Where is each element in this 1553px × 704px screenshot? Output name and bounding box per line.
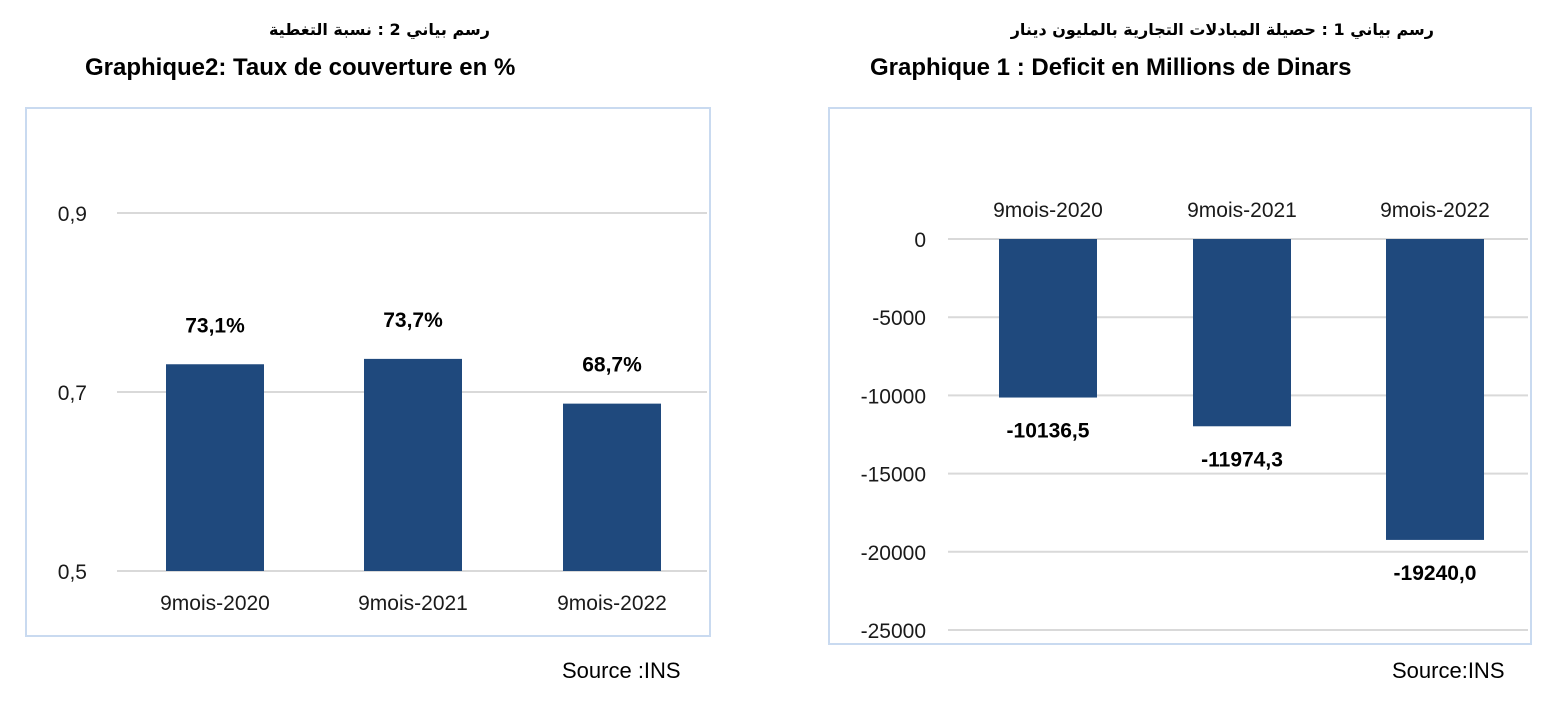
y-tick-label: 0,5 xyxy=(58,561,87,584)
chart-area-coverage: 0,5 0,7 0,9 73,1% 9mois-2020 73,7% 9mois-2021 6… xyxy=(25,107,711,637)
y-tick-label: -15000 xyxy=(861,464,926,487)
data-label: -11974,3 xyxy=(1201,448,1283,471)
bar xyxy=(563,403,661,571)
source-note: Source:INS xyxy=(1392,658,1505,683)
chart-title-arabic: رسم بياني 2 : نسبة التغطية xyxy=(268,20,490,39)
x-tick-label: 9mois-2021 xyxy=(1187,199,1297,222)
chart-area-deficit: 0 -5000 -10000 -15000 -20000 -25000 -10136,5 9m… xyxy=(828,107,1532,645)
y-tick-label: -5000 xyxy=(872,307,926,330)
x-tick-label: 9mois-2020 xyxy=(160,592,270,615)
y-tick-label: -10000 xyxy=(861,385,926,408)
data-label: 73,7% xyxy=(383,309,443,332)
coverage-bar-chart: 0,5 0,7 0,9 73,1% 9mois-2020 73,7% 9mois-2021 6… xyxy=(25,107,711,637)
bar xyxy=(999,239,1097,398)
data-label: 68,7% xyxy=(582,354,642,377)
x-tick-label: 9mois-2022 xyxy=(1380,199,1490,222)
chart-title: Graphique2: Taux de couverture en % xyxy=(85,54,516,81)
bar xyxy=(1386,239,1484,540)
data-label: 73,1% xyxy=(185,314,245,337)
x-tick-label: 9mois-2020 xyxy=(993,199,1103,222)
chart-panel-deficit: رسم بياني 1 : حصيلة المبادلات التجارية ب… xyxy=(780,0,1553,704)
source-note: Source :INS xyxy=(562,658,681,683)
x-tick-label: 9mois-2022 xyxy=(557,592,667,615)
y-tick-label: -25000 xyxy=(861,620,926,643)
chart-title-arabic: رسم بياني 1 : حصيلة المبادلات التجارية ب… xyxy=(1010,20,1434,39)
bar xyxy=(1193,239,1291,427)
data-label: -19240,0 xyxy=(1394,562,1477,585)
y-tick-label: 0,7 xyxy=(58,382,87,405)
y-tick-label: 0,9 xyxy=(58,203,87,226)
bar xyxy=(364,358,462,571)
x-tick-label: 9mois-2021 xyxy=(358,592,468,615)
y-tick-label: -20000 xyxy=(861,542,926,565)
y-tick-label: 0 xyxy=(914,229,926,252)
chart-title: Graphique 1 : Deficit en Millions de Din… xyxy=(870,54,1352,81)
chart-panel-coverage: رسم بياني 2 : نسبة التغطية Graphique2: T… xyxy=(0,0,740,704)
data-label: -10136,5 xyxy=(1007,420,1090,443)
deficit-bar-chart: 0 -5000 -10000 -15000 -20000 -25000 -10136,5 9m… xyxy=(828,107,1532,645)
bar xyxy=(166,364,264,571)
